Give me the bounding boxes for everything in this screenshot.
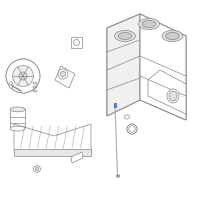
Circle shape <box>34 166 40 172</box>
Polygon shape <box>140 14 186 120</box>
Bar <box>10 109 25 129</box>
Ellipse shape <box>116 175 120 177</box>
Circle shape <box>60 71 66 77</box>
Ellipse shape <box>166 32 179 40</box>
Polygon shape <box>14 124 91 150</box>
Ellipse shape <box>162 30 183 42</box>
Ellipse shape <box>9 82 13 88</box>
Ellipse shape <box>169 91 177 101</box>
Polygon shape <box>14 149 91 156</box>
Polygon shape <box>107 14 186 120</box>
Circle shape <box>13 66 33 86</box>
Ellipse shape <box>167 89 179 103</box>
Ellipse shape <box>115 30 135 42</box>
Polygon shape <box>71 152 83 163</box>
Ellipse shape <box>118 32 132 40</box>
Polygon shape <box>107 14 140 116</box>
Ellipse shape <box>10 126 25 131</box>
Circle shape <box>58 69 68 79</box>
Ellipse shape <box>142 20 156 28</box>
Polygon shape <box>55 66 75 88</box>
Polygon shape <box>148 70 186 114</box>
Circle shape <box>6 59 40 93</box>
Bar <box>114 103 116 107</box>
Bar <box>71 37 82 48</box>
Ellipse shape <box>139 18 159 30</box>
Circle shape <box>35 167 39 171</box>
Circle shape <box>19 72 27 80</box>
Ellipse shape <box>10 107 25 112</box>
